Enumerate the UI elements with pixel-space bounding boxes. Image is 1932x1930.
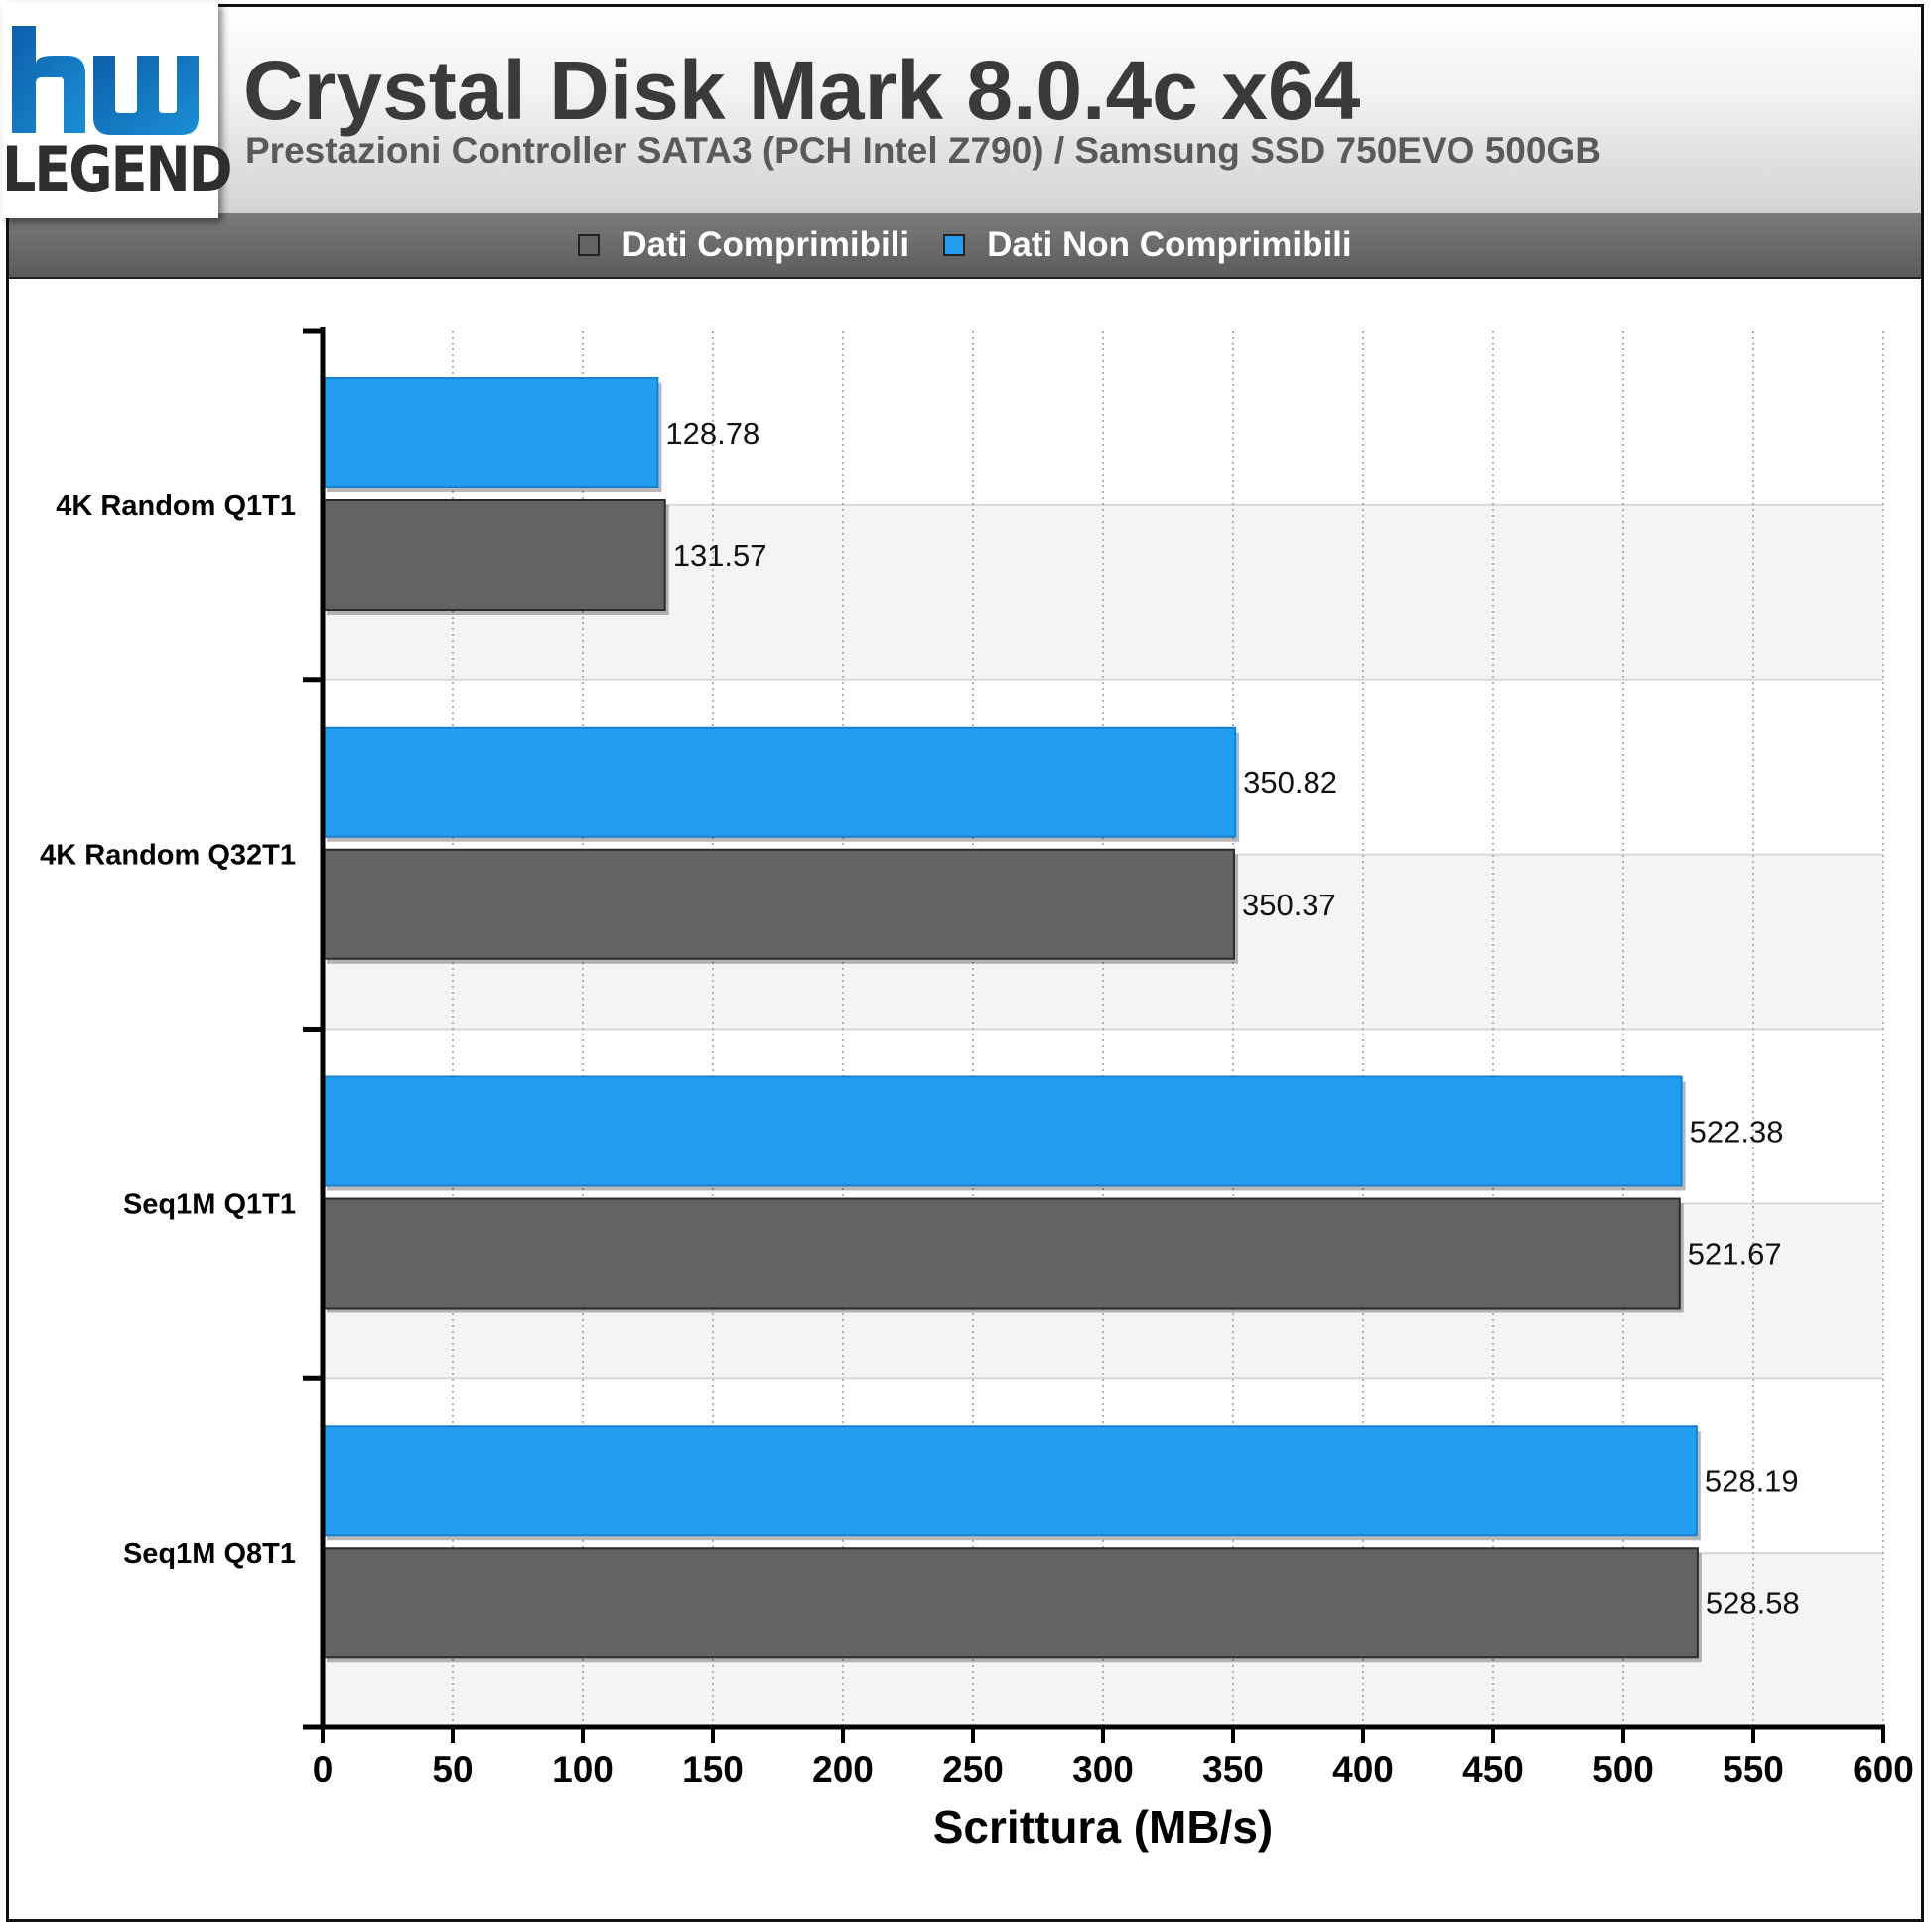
x-tick-label: 100 xyxy=(552,1749,614,1790)
category-label: Seq1M Q8T1 xyxy=(123,1538,296,1570)
value-label: 350.37 xyxy=(1242,888,1336,922)
bar-compressible xyxy=(322,848,1235,960)
logo-word: LEGEND xyxy=(2,133,233,206)
bar-incompressible xyxy=(322,377,659,488)
x-tick-label: 500 xyxy=(1592,1749,1654,1790)
value-label: 128.78 xyxy=(665,416,759,451)
legend-item-incompressible: Dati Non Comprimibili xyxy=(943,225,1352,265)
value-label: 522.38 xyxy=(1690,1115,1784,1150)
chart-subtitle: Prestazioni Controller SATA3 (PCH Intel … xyxy=(245,130,1601,171)
legend-label-compressible: Dati Comprimibili xyxy=(621,225,910,264)
value-label: 350.82 xyxy=(1243,765,1337,800)
x-tick-label: 150 xyxy=(682,1749,744,1790)
x-tick-label: 550 xyxy=(1723,1749,1784,1790)
legend-swatch-compressible xyxy=(578,234,601,256)
x-tick-label: 350 xyxy=(1202,1749,1264,1790)
bar-compressible xyxy=(322,1547,1699,1659)
value-label: 521.67 xyxy=(1688,1237,1782,1272)
x-tick-label: 400 xyxy=(1332,1749,1394,1790)
logo-mark-icon xyxy=(12,26,199,135)
x-tick-label: 450 xyxy=(1462,1749,1524,1790)
legend-swatch-incompressible xyxy=(943,234,966,256)
chart-header: Crystal Disk Mark 8.0.4c x64 Prestazioni… xyxy=(9,7,1921,215)
bar-incompressible xyxy=(322,1075,1683,1187)
x-tick-label: 0 xyxy=(313,1749,334,1790)
site-logo: LEGEND xyxy=(2,2,233,218)
legend: Dati Comprimibili Dati Non Comprimibili xyxy=(9,213,1921,279)
x-tick-label: 50 xyxy=(432,1749,473,1790)
x-axis-title: Scrittura (MB/s) xyxy=(933,1801,1273,1853)
value-label: 528.58 xyxy=(1706,1585,1800,1620)
category-label: 4K Random Q32T1 xyxy=(40,840,296,872)
x-tick-label: 250 xyxy=(942,1749,1004,1790)
category-label: 4K Random Q1T1 xyxy=(56,490,296,522)
x-tick-label: 300 xyxy=(1072,1749,1134,1790)
x-tick-label: 600 xyxy=(1853,1749,1914,1790)
bar-compressible xyxy=(322,499,666,611)
legend-label-incompressible: Dati Non Comprimibili xyxy=(987,225,1352,264)
legend-item-compressible: Dati Comprimibili xyxy=(578,225,909,265)
chart-title: Crystal Disk Mark 8.0.4c x64 xyxy=(243,44,1361,137)
category-label: Seq1M Q1T1 xyxy=(123,1188,296,1220)
x-tick-label: 200 xyxy=(812,1749,874,1790)
bar-compressible xyxy=(322,1197,1681,1310)
bar-incompressible xyxy=(322,1425,1698,1537)
bar-incompressible xyxy=(322,726,1237,838)
value-label: 131.57 xyxy=(673,538,767,573)
value-label: 528.19 xyxy=(1705,1463,1799,1498)
